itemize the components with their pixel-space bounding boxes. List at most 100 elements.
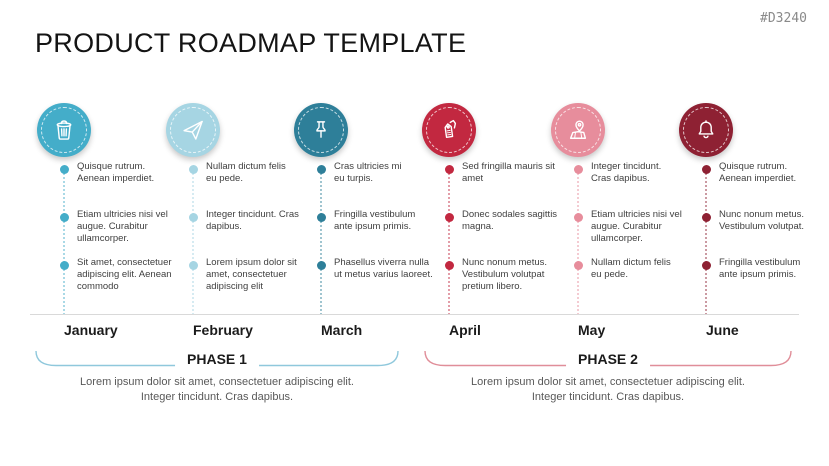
bullet-dot <box>188 213 198 222</box>
pushpin-icon <box>316 121 326 138</box>
roadmap-item-text: Cras ultricies mi eu turpis. <box>334 161 402 184</box>
dotted-connector-line <box>577 170 579 315</box>
bullet-dot <box>701 213 711 222</box>
dotted-connector-line <box>448 170 450 315</box>
roadmap-item: Integer tincidunt. Cras dapibus. <box>188 209 310 233</box>
milestone-circle <box>37 103 91 157</box>
dashed-ring <box>298 107 344 153</box>
bullet-dot <box>444 165 454 174</box>
month-label-april: April <box>449 322 481 338</box>
roadmap-item-text: Etiam ultricies nisi vel augue. Curabitu… <box>77 209 168 244</box>
bullet-dot <box>316 213 326 222</box>
price-tags-icon <box>444 119 457 138</box>
dashed-ring <box>41 107 87 153</box>
roadmap-item: Etiam ultricies nisi vel augue. Curabitu… <box>573 209 695 245</box>
map-marker-icon <box>569 120 587 139</box>
roadmap-item: Nullam dictum felis eu pede. <box>188 161 310 185</box>
bullet-dot <box>59 261 69 270</box>
bullet-dot <box>573 261 583 270</box>
roadmap-item: Integer tincidunt. Cras dapibus. <box>573 161 695 185</box>
milestone-circle <box>294 103 348 157</box>
roadmap-item-text: Phasellus viverra nulla ut metus varius … <box>334 257 433 280</box>
bullet-dot <box>701 261 711 270</box>
trash-icon <box>56 120 72 140</box>
phase-description: Lorem ipsum dolor sit amet, consectetuer… <box>80 376 354 403</box>
month-label-may: May <box>578 322 606 338</box>
bullet-dot <box>188 261 198 270</box>
dashed-ring <box>426 107 472 153</box>
roadmap-item-text: Sit amet, consectetuer adipiscing elit. … <box>77 257 172 292</box>
roadmap-item: Lorem ipsum dolor sit amet, consectetuer… <box>188 257 310 293</box>
bullet-dot <box>316 165 326 174</box>
roadmap-item: Quisque rutrum. Aenean imperdiet. <box>59 161 181 185</box>
roadmap-item: Nullam dictum felis eu pede. <box>573 257 695 281</box>
phase-label: PHASE 2 <box>566 350 650 368</box>
dashed-ring <box>170 107 216 153</box>
bullet-dot <box>59 165 69 174</box>
roadmap-column-march: Cras ultricies mi eu turpis. Fringilla v… <box>291 103 433 338</box>
roadmap-item-text: Nullam dictum felis eu pede. <box>206 161 286 184</box>
page-title: PRODUCT ROADMAP TEMPLATE <box>35 28 467 58</box>
roadmap-column-february: Nullam dictum felis eu pede. Integer tin… <box>163 103 299 338</box>
roadmap-item-text: Nunc nonum metus. Vestibulum volutpat pr… <box>462 257 548 292</box>
roadmap-item-text: Fringilla vestibulum ante ipsum primis. <box>719 257 801 280</box>
roadmap-item: Nunc nonum metus. Vestibulum volutpat pr… <box>444 257 566 293</box>
roadmap-item-text: Sed fringilla mauris sit amet <box>462 161 555 184</box>
roadmap-item: Phasellus viverra nulla ut metus varius … <box>316 257 438 281</box>
roadmap-item: Donec sodales sagittis magna. <box>444 209 566 233</box>
roadmap-item: Fringilla vestibulum ante ipsum primis. <box>701 257 823 281</box>
milestone-circle <box>551 103 605 157</box>
roadmap-column-may: Integer tincidunt. Cras dapibus. Etiam u… <box>548 103 682 338</box>
roadmap-item: Sed fringilla mauris sit amet <box>444 161 566 185</box>
paper-plane-icon <box>183 120 203 140</box>
roadmap-item-text: Integer tincidunt. Cras dapibus. <box>591 161 662 184</box>
month-label-june: June <box>706 322 739 338</box>
dotted-connector-line <box>320 170 322 315</box>
roadmap-item: Cras ultricies mi eu turpis. <box>316 161 438 185</box>
bullet-dot <box>444 261 454 270</box>
bullet-dot <box>573 213 583 222</box>
roadmap-item-text: Fringilla vestibulum ante ipsum primis. <box>334 209 416 232</box>
dashed-ring <box>683 107 729 153</box>
roadmap-item-text: Nunc nonum metus. Vestibulum volutpat. <box>719 209 805 232</box>
bullet-dot <box>316 261 326 270</box>
roadmap-item-text: Integer tincidunt. Cras dapibus. <box>206 209 299 232</box>
bullet-dot <box>188 165 198 174</box>
phase-2-section: PHASE 2 Lorem ipsum dolor sit amet, cons… <box>424 350 792 404</box>
month-label-february: February <box>193 322 253 338</box>
phase-1-section: PHASE 1 Lorem ipsum dolor sit amet, cons… <box>35 350 399 404</box>
month-label-march: March <box>321 322 363 338</box>
bullet-dot <box>59 213 69 222</box>
bullet-dot <box>444 213 454 222</box>
dotted-connector-line <box>63 170 65 315</box>
roadmap-item: Sit amet, consectetuer adipiscing elit. … <box>59 257 181 293</box>
bullet-dot <box>573 165 583 174</box>
roadmap-item-text: Etiam ultricies nisi vel augue. Curabitu… <box>591 209 682 244</box>
roadmap-item-text: Quisque rutrum. Aenean imperdiet. <box>719 161 797 184</box>
roadmap-item: Fringilla vestibulum ante ipsum primis. <box>316 209 438 233</box>
phase-label: PHASE 1 <box>175 350 259 368</box>
roadmap-item: Quisque rutrum. Aenean imperdiet. <box>701 161 823 185</box>
roadmap-item: Nunc nonum metus. Vestibulum volutpat. <box>701 209 823 233</box>
dotted-connector-line <box>705 170 707 315</box>
milestone-circle <box>166 103 220 157</box>
month-label-january: January <box>64 322 118 338</box>
roadmap-column-january: Quisque rutrum. Aenean imperdiet. Etiam … <box>34 103 172 338</box>
timeline-axis <box>30 314 799 315</box>
template-id-badge: #D3240 <box>760 11 807 26</box>
roadmap-column-june: Quisque rutrum. Aenean imperdiet. Nunc n… <box>676 103 808 338</box>
roadmap-item-text: Lorem ipsum dolor sit amet, consectetuer… <box>206 257 297 292</box>
milestone-circle <box>679 103 733 157</box>
roadmap-column-april: Sed fringilla mauris sit amet Donec soda… <box>419 103 557 338</box>
bullet-dot <box>701 165 711 174</box>
roadmap-item-text: Nullam dictum felis eu pede. <box>591 257 671 280</box>
roadmap-item-text: Quisque rutrum. Aenean imperdiet. <box>77 161 155 184</box>
milestone-circle <box>422 103 476 157</box>
dotted-connector-line <box>192 170 194 315</box>
phase-description: Lorem ipsum dolor sit amet, consectetuer… <box>471 376 745 403</box>
roadmap-item: Etiam ultricies nisi vel augue. Curabitu… <box>59 209 181 245</box>
roadmap-item-text: Donec sodales sagittis magna. <box>462 209 558 232</box>
dashed-ring <box>555 107 601 153</box>
bell-icon <box>698 120 714 139</box>
